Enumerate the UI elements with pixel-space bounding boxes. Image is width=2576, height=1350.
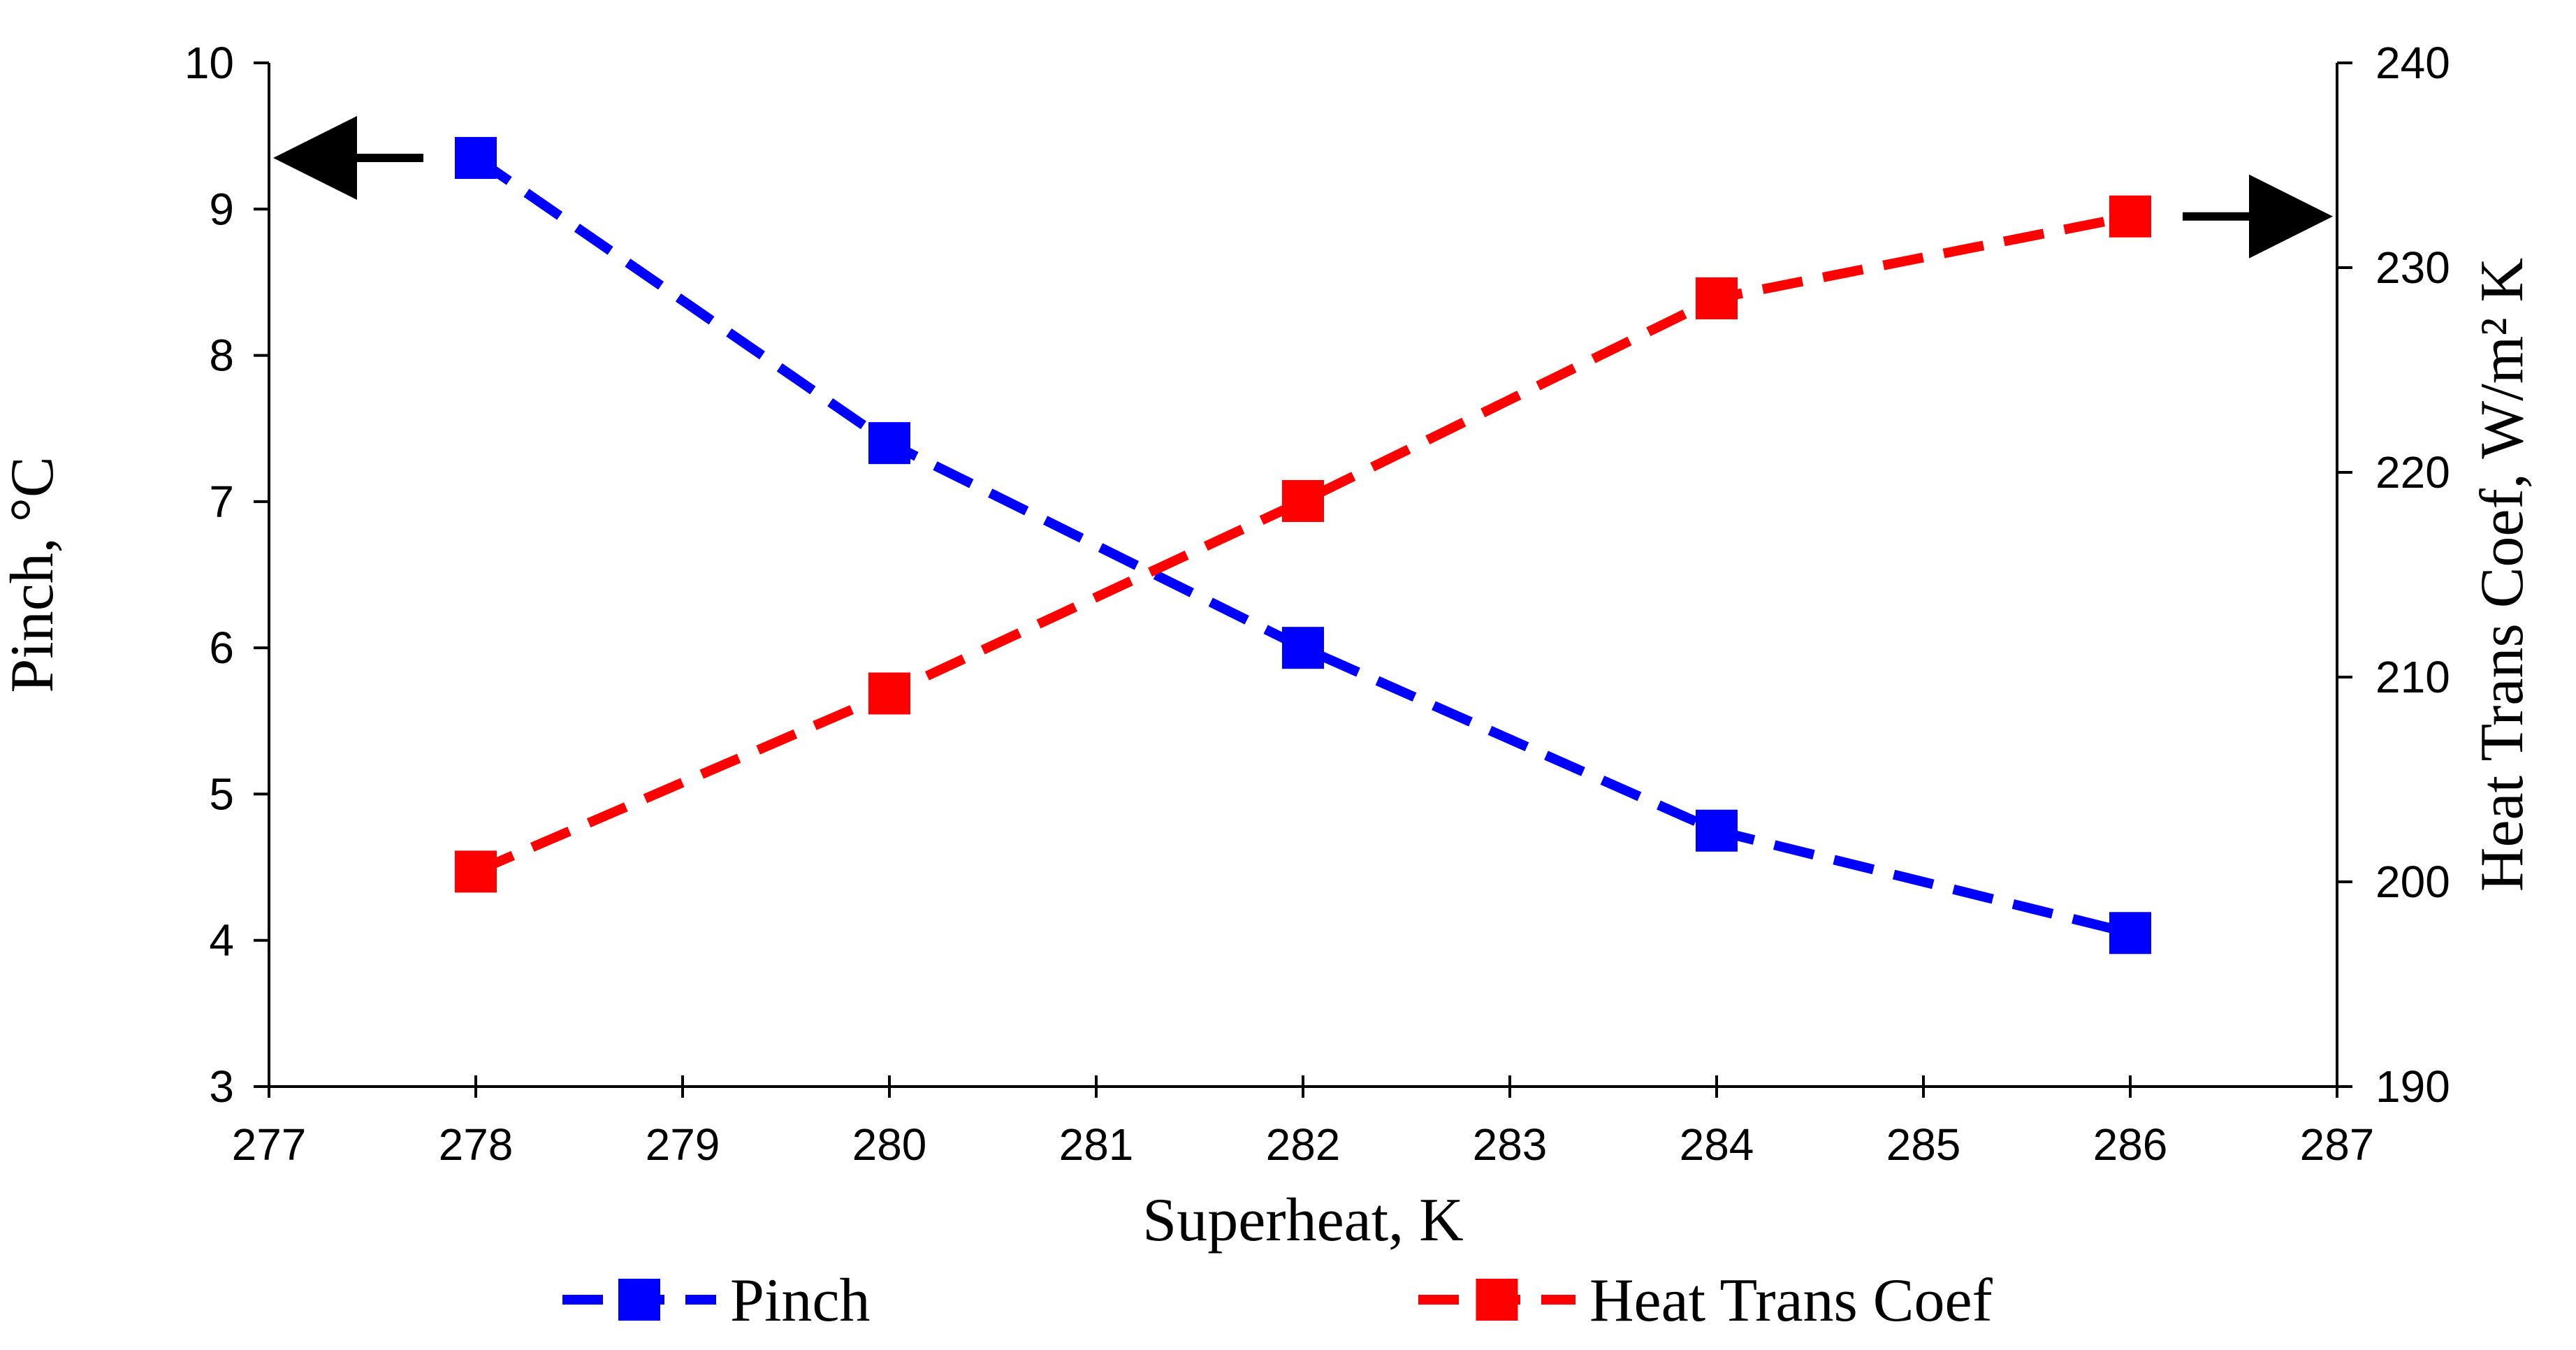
y2-tick-label: 240 xyxy=(2375,38,2450,88)
y-tick-label: 9 xyxy=(209,184,234,234)
label-layer: Superheat, K Pinch, °C Heat Trans Coef, … xyxy=(0,258,2536,1254)
series-line-pinch xyxy=(473,154,2132,938)
x-tick-label: 281 xyxy=(1059,1119,1134,1170)
y2-axis-title: Heat Trans Coef, W/m² K xyxy=(2468,258,2536,892)
y-tick-label: 5 xyxy=(209,769,234,819)
data-point-pinch xyxy=(1696,809,1738,852)
x-tick-label: 286 xyxy=(2093,1119,2168,1170)
y2-tick-label: 210 xyxy=(2375,652,2450,702)
y-axis-title: Pinch, °C xyxy=(0,456,66,692)
y-tick-label: 8 xyxy=(209,331,234,381)
data-point-pinch xyxy=(1282,627,1324,669)
y-tick-label: 3 xyxy=(209,1061,234,1112)
x-tick-label: 282 xyxy=(1266,1119,1341,1170)
legend-label-heat-trans-coef: Heat Trans Coef xyxy=(1589,1267,1993,1335)
data-point-pinch xyxy=(455,137,497,180)
y2-tick-label: 190 xyxy=(2375,1061,2450,1112)
x-tick-label: 277 xyxy=(232,1119,307,1170)
series-layer xyxy=(455,137,2151,955)
x-tick-label: 279 xyxy=(646,1119,720,1170)
y-tick-label: 4 xyxy=(209,915,234,966)
y2-tick-label: 230 xyxy=(2375,242,2450,293)
annotation-layer xyxy=(273,116,2333,259)
x-tick-label: 287 xyxy=(2300,1119,2375,1170)
axes-layer: 277 278 279 280 281 282 283 284 285 286 287 3 4 5 6 7 8 9… xyxy=(184,38,2450,1170)
y-tick-label: 10 xyxy=(184,38,234,88)
series-line-heat-trans-coef xyxy=(474,211,2132,876)
y2-tick-label: 220 xyxy=(2375,447,2450,498)
legend-marker-pinch xyxy=(618,1279,660,1321)
y-tick-label: 6 xyxy=(209,623,234,673)
legend-label-pinch: Pinch xyxy=(730,1267,870,1335)
x-tick-label: 280 xyxy=(852,1119,927,1170)
x-tick-label: 283 xyxy=(1473,1119,1548,1170)
x-tick-label: 278 xyxy=(439,1119,514,1170)
data-point-heat-trans-coef xyxy=(1696,277,1738,319)
x-tick-label: 285 xyxy=(1886,1119,1961,1170)
y2-tick-label: 200 xyxy=(2375,857,2450,907)
data-point-pinch xyxy=(2109,912,2151,955)
legend: Pinch Heat Trans Coef xyxy=(562,1267,1993,1335)
y-tick-label: 7 xyxy=(209,477,234,527)
legend-marker-heat-trans-coef xyxy=(1476,1279,1518,1321)
x-tick-label: 284 xyxy=(1680,1119,1754,1170)
data-point-heat-trans-coef xyxy=(2109,195,2151,238)
data-point-heat-trans-coef xyxy=(868,672,910,715)
data-point-pinch xyxy=(868,422,910,465)
data-point-heat-trans-coef xyxy=(1282,480,1324,523)
x-axis-title: Superheat, K xyxy=(1142,1186,1463,1254)
data-point-heat-trans-coef xyxy=(455,850,497,893)
